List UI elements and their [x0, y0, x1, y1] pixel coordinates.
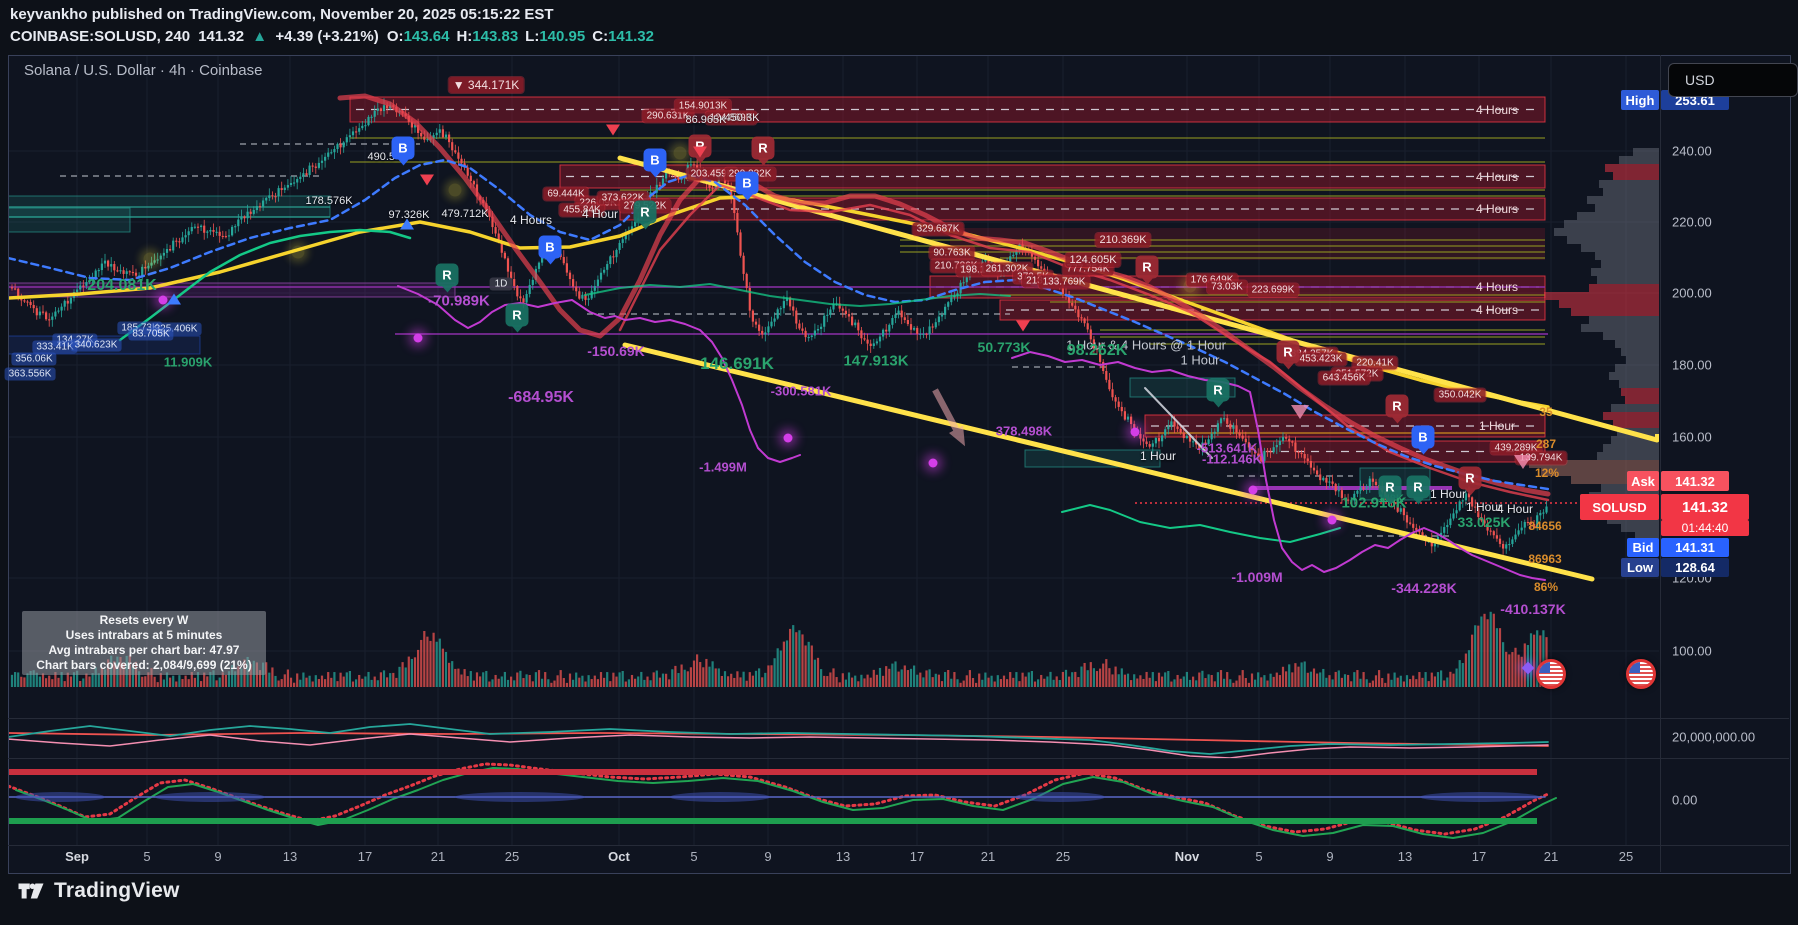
- ohlc-values: O:143.64 H:143.83 L:140.95 C:141.32: [387, 28, 661, 45]
- price-tick-label: 180.00: [1672, 357, 1712, 373]
- tradingview-logo-text: TradingView: [54, 879, 180, 902]
- triangle-up-icon: [400, 218, 414, 230]
- price-tick-label: 220.00: [1672, 214, 1712, 230]
- ask-badge-label: Ask: [1627, 471, 1659, 491]
- price-tick-label: 160.00: [1672, 429, 1712, 445]
- triangle-down-icon: [420, 174, 434, 186]
- glow-dot: [1327, 515, 1337, 525]
- triangle-down-icon: [693, 146, 707, 158]
- time-tick-label: 21: [1543, 849, 1559, 864]
- price-tick-label: 100.00: [1672, 643, 1712, 659]
- time-tick-label: 9: [1326, 849, 1334, 864]
- glow-dot: [448, 183, 462, 197]
- time-tick-label: 5: [1255, 849, 1263, 864]
- glow-dot: [783, 433, 793, 443]
- time-tick-label: 21: [430, 849, 446, 864]
- symbol-line: COINBASE:SOLUSD, 240 141.32 ▲ +4.39 (+3.…: [10, 28, 665, 45]
- glow-dot: [291, 245, 305, 259]
- ohlc-value: 143.83: [472, 28, 519, 45]
- time-tick-label: 25: [1618, 849, 1634, 864]
- triangle-up-icon: [167, 293, 181, 305]
- time-tick-label: 17: [357, 849, 373, 864]
- time-tick-label: 25: [504, 849, 520, 864]
- glow-dot: [1183, 279, 1197, 293]
- price-tick-label: 240.00: [1672, 143, 1712, 159]
- time-tick-label: 25: [1055, 849, 1071, 864]
- symbol-price-value: 141.32: [1661, 494, 1749, 520]
- header: keyvankho published on TradingView.com, …: [0, 0, 1798, 55]
- indicator-info-box: Resets every W Uses intrabars at 5 minut…: [22, 611, 266, 675]
- chart-legend-title: Solana / U.S. Dollar · 4h · Coinbase: [24, 62, 263, 79]
- time-tick-label: 17: [1471, 849, 1487, 864]
- tradingview-logo[interactable]: TradingView: [16, 876, 180, 906]
- symbol-name: COINBASE:SOLUSD, 240: [10, 28, 191, 45]
- bar-countdown: 01:44:40: [1661, 520, 1749, 536]
- ohlc-key: O:: [386, 28, 404, 45]
- glow-dot: [1248, 485, 1258, 495]
- time-tick-label: 17: [909, 849, 925, 864]
- time-tick-label: Nov: [1174, 849, 1200, 864]
- tradingview-logo-icon: [18, 883, 44, 899]
- time-tick-label: 9: [214, 849, 222, 864]
- info-line-3: Avg intrabars per chart bar: 47.97: [48, 643, 240, 657]
- ohlc-key: L:: [525, 28, 540, 45]
- high-badge-label: High: [1621, 90, 1659, 110]
- low-badge-value: 128.64: [1661, 558, 1729, 577]
- bid-badge-label: Bid: [1627, 538, 1659, 557]
- glow-dot: [673, 146, 687, 160]
- time-tick-label: 13: [835, 849, 851, 864]
- time-tick-label: 13: [282, 849, 298, 864]
- us-flag-icon: [1626, 659, 1656, 689]
- time-tick-label: 21: [980, 849, 996, 864]
- price-tick-label: 0.00: [1672, 792, 1698, 808]
- symbol-price-label: SOLUSD: [1580, 494, 1659, 520]
- publish-line: keyvankho published on TradingView.com, …: [10, 6, 554, 23]
- triangle-down-icon: [1514, 455, 1532, 469]
- ohlc-value: 143.64: [403, 28, 450, 45]
- currency-toggle[interactable]: USD: [1668, 63, 1798, 97]
- ohlc-value: 141.32: [608, 28, 654, 45]
- glow-dot: [413, 333, 423, 343]
- glow-dot: [928, 458, 938, 468]
- up-arrow-icon: ▲: [252, 28, 268, 45]
- glow-dot: [1130, 427, 1140, 437]
- info-line-1: Resets every W: [99, 613, 189, 627]
- time-tick-label: Oct: [608, 849, 630, 864]
- time-tick-label: 9: [764, 849, 772, 864]
- info-line-4: Chart bars covered: 2,084/9,699 (21%): [36, 658, 252, 672]
- glow-dot: [143, 252, 157, 266]
- price-tick-label: 200.00: [1672, 285, 1712, 301]
- last-price: 141.32: [198, 28, 245, 45]
- triangle-down-icon: [1016, 320, 1030, 332]
- ohlc-key: H:: [456, 28, 473, 45]
- us-flag-icon: [1536, 659, 1566, 689]
- triangle-down-icon: [606, 124, 620, 136]
- time-tick-label: Sep: [65, 849, 89, 864]
- ohlc-value: 140.95: [539, 28, 586, 45]
- time-tick-label: 13: [1397, 849, 1413, 864]
- price-change: +4.39 (+3.21%): [275, 28, 379, 45]
- low-badge-label: Low: [1621, 558, 1659, 577]
- triangle-down-icon: [1291, 405, 1309, 419]
- time-tick-label: 5: [143, 849, 151, 864]
- price-tick-label: 20,000,000.00: [1672, 729, 1756, 745]
- time-tick-label: 5: [690, 849, 698, 864]
- info-line-2: Uses intrabars at 5 minutes: [65, 628, 223, 642]
- ohlc-key: C:: [592, 28, 609, 45]
- bid-badge-value: 141.31: [1661, 538, 1729, 557]
- ask-badge-value: 141.32: [1661, 471, 1729, 491]
